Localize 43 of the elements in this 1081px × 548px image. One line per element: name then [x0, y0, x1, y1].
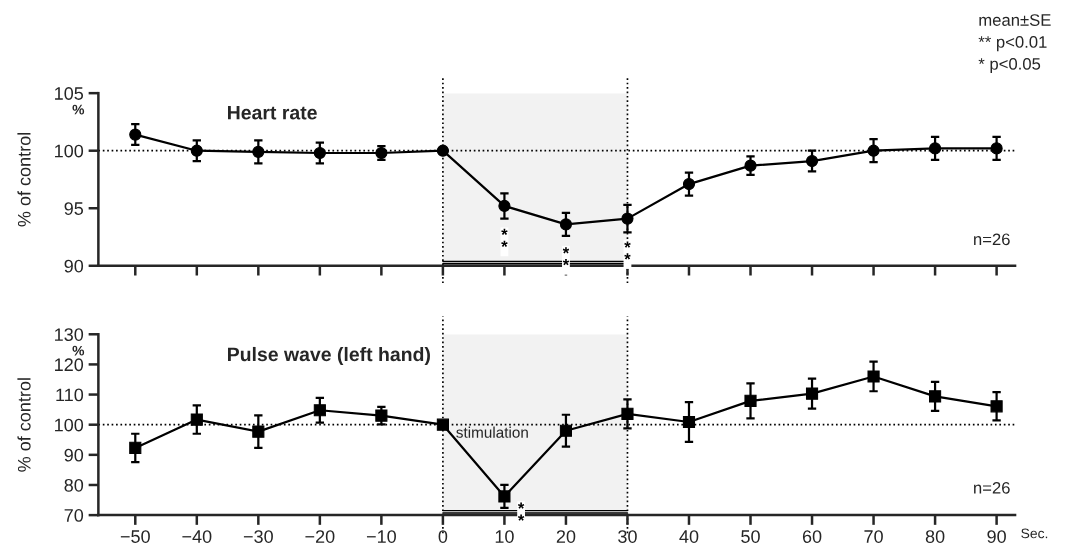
annotation: ** — [517, 502, 525, 521]
annotation: ** — [624, 241, 631, 260]
x-tick-label: 40 — [679, 530, 699, 543]
x-tick-label: 10 — [495, 530, 514, 543]
band-label: stimulation — [456, 426, 528, 438]
x-tick-label: 60 — [802, 530, 822, 543]
x-tick-label: −40 — [182, 530, 212, 543]
y-tick-label: 90 — [64, 259, 84, 273]
text: ** p<0.01 — [978, 36, 1047, 52]
x-tick-label: 70 — [864, 530, 883, 543]
y-tick-label: 100 — [55, 144, 84, 158]
y-tick-label: 90 — [64, 448, 84, 462]
y-tick-label: 105 — [55, 87, 84, 100]
y-axis-title: % of control — [17, 378, 31, 472]
x-tick-label: 0 — [438, 530, 448, 543]
annotation: ** — [501, 228, 508, 247]
x-tick-label: 90 — [987, 530, 1006, 543]
x-tick-label: −10 — [366, 530, 396, 543]
x-tick-label: 80 — [925, 530, 945, 543]
x-tick-label: −20 — [305, 530, 335, 543]
x-tick-label: 30 — [618, 530, 637, 543]
x-tick-label: 20 — [556, 530, 576, 543]
x-tick-label: 50 — [741, 530, 760, 543]
y-tick-label: 70 — [64, 509, 84, 522]
text: mean±SE — [979, 14, 1051, 26]
y-tick-label: 80 — [64, 478, 84, 492]
x-tick-label: −50 — [120, 530, 150, 543]
annotation: n=26 — [974, 481, 1010, 494]
y-tick-label: 120 — [55, 358, 84, 372]
text: % — [72, 104, 85, 115]
x-axis-title: Sec. — [1021, 528, 1048, 539]
y-tick-label: 130 — [55, 328, 84, 341]
text: Pulse wave (left hand) — [228, 346, 430, 366]
x-tick-label: −30 — [243, 530, 273, 543]
text: * p<0.05 — [978, 57, 1041, 74]
y-tick-label: 95 — [64, 202, 84, 215]
text: % — [72, 345, 85, 356]
y-axis-title: % of control — [17, 133, 31, 227]
text: Heart rate — [228, 105, 317, 120]
annotation: n=26 — [974, 233, 1010, 246]
annotation: ** — [562, 247, 570, 266]
y-tick-label: 110 — [56, 388, 84, 402]
y-tick-label: 100 — [55, 418, 84, 432]
